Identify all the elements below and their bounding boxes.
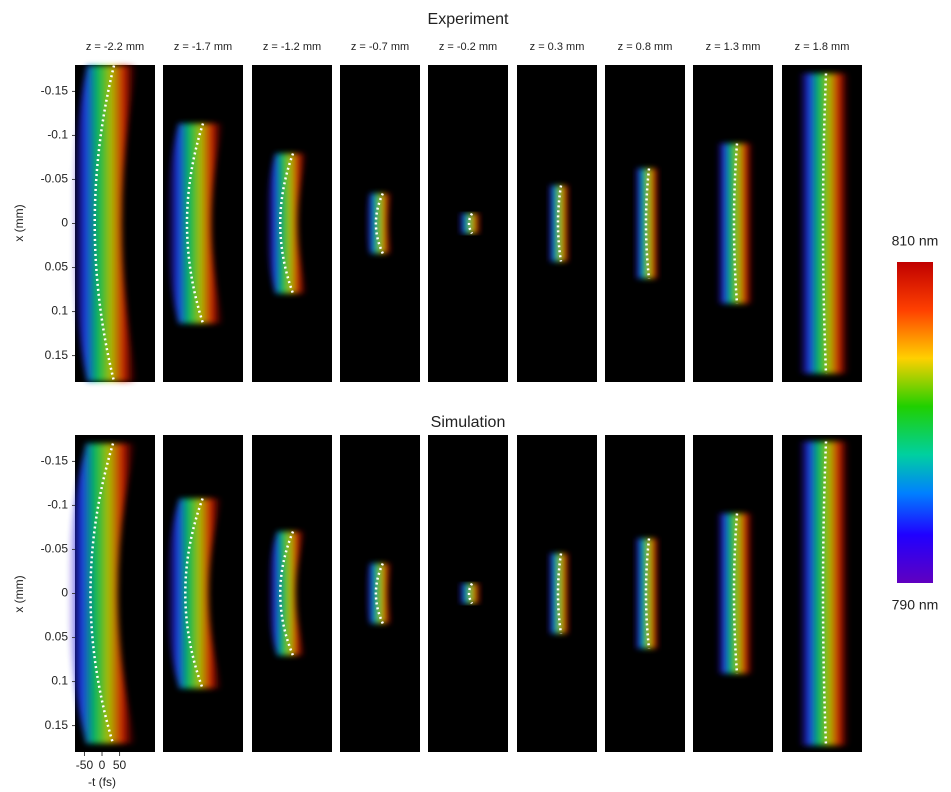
y-tick-label: 0.05 <box>45 630 69 644</box>
y-tick-label: 0 <box>61 216 68 230</box>
y-tick-label: 0.05 <box>45 260 69 274</box>
beam <box>366 563 392 624</box>
y-tick-label: 0 <box>61 586 68 600</box>
beam <box>68 443 136 744</box>
y-tick-label: -0.05 <box>41 542 69 556</box>
peak-trace <box>732 513 739 674</box>
panel-label: z = 1.8 mm <box>795 41 850 53</box>
colorbar-top-label: 810 nm <box>892 233 939 249</box>
y-tick-label: 0.1 <box>51 674 68 688</box>
panel-label: z = -2.2 mm <box>86 41 144 53</box>
peak-trace <box>185 123 205 324</box>
beam <box>268 531 305 656</box>
peak-trace <box>821 73 828 374</box>
y-tick-label: 0.1 <box>51 304 68 318</box>
y-tick-label: -0.1 <box>47 128 68 142</box>
peak-trace <box>374 562 384 625</box>
beam <box>266 153 307 294</box>
peak-trace <box>374 192 384 255</box>
colorbar-bottom-label: 790 nm <box>892 597 939 613</box>
x-tick-label: -50 <box>76 758 94 772</box>
y-tick-label: -0.15 <box>41 84 69 98</box>
panel-label: z = -1.7 mm <box>174 41 232 53</box>
beam <box>548 185 570 262</box>
peak-trace <box>644 168 651 279</box>
x-tick-label: 50 <box>113 758 127 772</box>
panel-label: z = -0.2 mm <box>439 41 497 53</box>
beam <box>366 193 392 254</box>
y-tick-label: -0.1 <box>47 498 68 512</box>
peak-trace <box>279 153 295 294</box>
peak-trace <box>467 212 474 235</box>
simulation-title: Simulation <box>431 414 506 431</box>
x-tick-label: 0 <box>99 758 106 772</box>
panel-label: z = 0.8 mm <box>618 41 673 53</box>
panel-label: z = -1.2 mm <box>263 41 321 53</box>
peak-trace <box>93 65 116 382</box>
y-tick-label: 0.15 <box>45 718 69 732</box>
y-axis-label: x (mm) <box>12 204 26 241</box>
beam <box>166 123 224 324</box>
y-tick-label: -0.15 <box>41 454 69 468</box>
peak-trace <box>467 582 474 605</box>
beam <box>166 498 222 689</box>
panel-label: z = 0.3 mm <box>530 41 585 53</box>
y-axis-label: x (mm) <box>12 575 26 612</box>
peak-trace <box>732 143 739 304</box>
panel-label: z = 1.3 mm <box>706 41 761 53</box>
peak-trace <box>89 443 115 744</box>
beam <box>799 441 849 746</box>
y-tick-label: -0.05 <box>41 172 69 186</box>
panel-label: z = -0.7 mm <box>351 41 409 53</box>
experiment-title: Experiment <box>428 11 509 28</box>
x-axis-label: -t (fs) <box>88 775 116 789</box>
beam <box>72 65 137 382</box>
y-tick-label: 0.15 <box>45 348 69 362</box>
peak-trace <box>644 538 651 649</box>
peak-trace <box>556 553 563 634</box>
colorbar <box>897 262 933 583</box>
